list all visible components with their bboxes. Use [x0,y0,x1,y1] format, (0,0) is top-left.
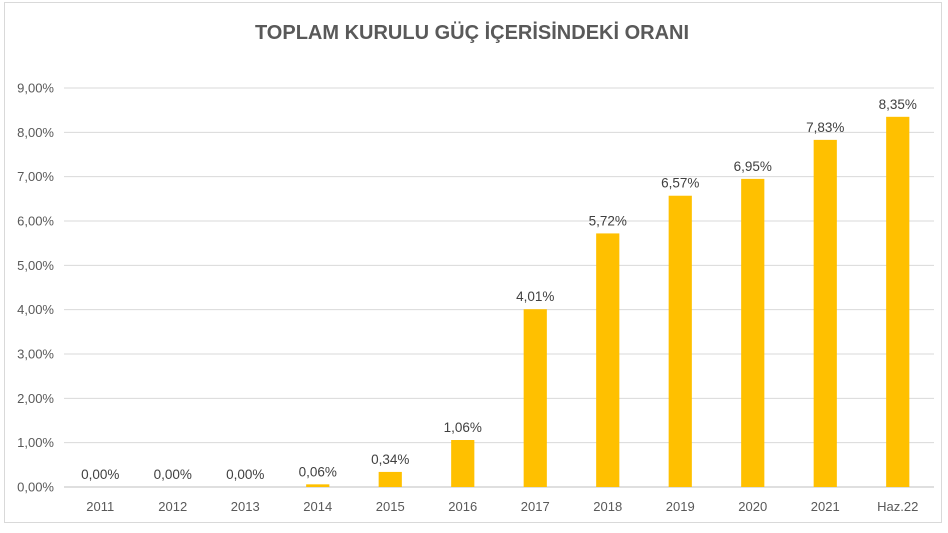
chart-frame [4,2,942,523]
x-tick-label: 2012 [158,499,187,514]
x-axis-ticks: 2011 2012 2013 2014 2015 2016 2017 2018 2019 2020… [86,499,918,514]
bars [306,116,910,488]
y-tick-label: 3,00% [17,347,54,362]
y-tick-label: 6,00% [17,214,54,229]
bar [451,440,475,487]
data-labels: 0,00% 0,00% 0,00% 0,06% 0,34% 1,06% 4,01% 5,72%… [81,97,917,482]
data-label: 0,06% [299,464,337,479]
x-tick-label: 2016 [448,499,477,514]
x-tick-label: Haz.22 [877,499,918,514]
chart-title: TOPLAM KURULU GÜÇ İÇERİSİNDEKİ ORANI [255,21,689,44]
data-label: 0,34% [371,452,409,467]
data-label: 6,57% [661,176,699,191]
data-label: 6,95% [734,159,772,174]
x-tick-label: 2015 [376,499,405,514]
y-tick-label: 0,00% [17,480,54,495]
bar [378,471,402,487]
bar [886,116,910,488]
data-label: 1,06% [444,420,482,435]
bar [668,195,692,488]
y-axis-ticks: 0,00% 1,00% 2,00% 3,00% 4,00% 5,00% 6,00% 7,00%… [17,81,54,495]
data-label: 0,00% [226,467,264,482]
y-tick-label: 1,00% [17,435,54,450]
y-tick-label: 2,00% [17,391,54,406]
x-tick-label: 2014 [303,499,332,514]
x-tick-label: 2017 [521,499,550,514]
x-tick-label: 2019 [666,499,695,514]
y-tick-label: 5,00% [17,258,54,273]
data-label: 5,72% [589,213,627,228]
x-tick-label: 2020 [738,499,767,514]
x-tick-label: 2011 [86,499,114,514]
x-tick-label: 2018 [593,499,622,514]
x-tick-label: 2021 [811,499,840,514]
data-label: 4,01% [516,289,554,304]
data-label: 7,83% [806,120,844,135]
y-tick-label: 8,00% [17,125,54,140]
y-tick-label: 7,00% [17,169,54,184]
data-label: 0,00% [154,467,192,482]
data-label: 0,00% [81,467,119,482]
y-tick-label: 9,00% [17,81,54,96]
y-tick-label: 4,00% [17,302,54,317]
bar [306,484,330,487]
data-label: 8,35% [879,97,917,112]
bar [741,178,765,487]
bar [813,139,837,487]
x-tick-label: 2013 [231,499,260,514]
gridlines [64,87,934,488]
bar [596,233,620,487]
bar [523,309,547,487]
